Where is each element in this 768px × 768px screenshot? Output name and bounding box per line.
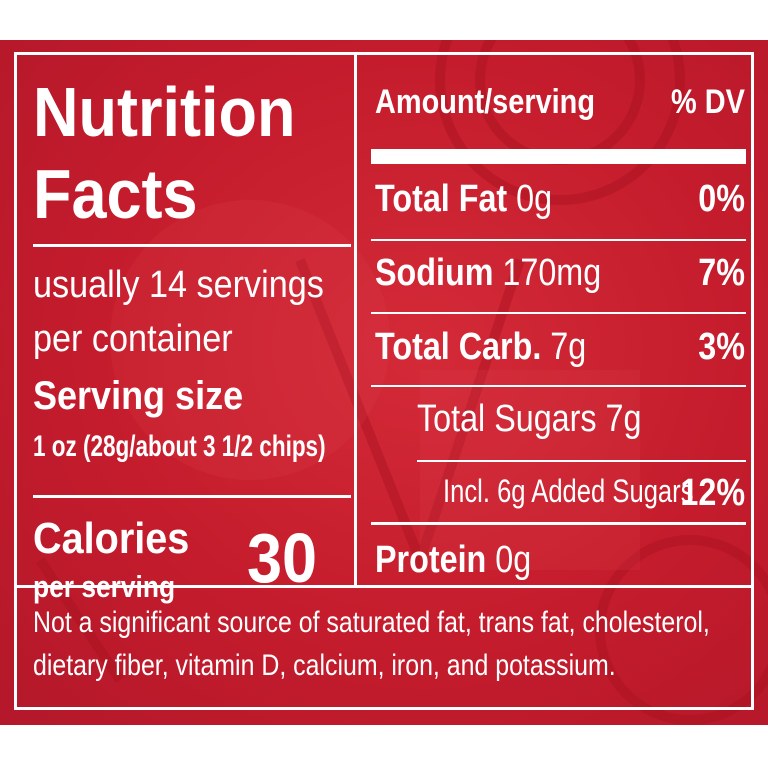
total-fat-row: Total Fat 0g — [375, 178, 553, 220]
title-line-1: Nutrition — [33, 73, 296, 151]
added-sugars-dv: 12% — [680, 472, 745, 514]
calories-value: 30 — [247, 519, 318, 597]
footer-rule — [17, 585, 751, 588]
calories-label: Calories — [33, 514, 190, 563]
column-divider — [354, 55, 357, 585]
total-carb-row: Total Carb. 7g — [375, 326, 587, 368]
nutrition-facts-box: Nutrition Facts usually 14 servings per … — [14, 52, 754, 710]
total-carb-dv: 3% — [698, 326, 745, 368]
row-rule — [417, 460, 746, 462]
row-rule — [371, 385, 746, 387]
footnote-line-1: Not a significant source of saturated fa… — [33, 606, 710, 639]
header-rule — [371, 149, 746, 164]
protein-row: Protein 0g — [375, 539, 532, 581]
amount-per-serving-header: Amount/serving — [375, 83, 595, 121]
serving-size-label: Serving size — [33, 374, 244, 418]
serving-rule — [33, 495, 351, 498]
servings-per-container-1: usually 14 servings — [33, 264, 324, 306]
row-rule — [371, 312, 746, 314]
footnote-line-2: dietary fiber, vitamin D, calcium, iron,… — [33, 649, 616, 682]
sodium-row: Sodium 170mg — [375, 252, 602, 294]
title-rule — [33, 244, 351, 247]
serving-size-value: 1 oz (28g/about 3 1/2 chips) — [33, 430, 326, 463]
row-rule — [371, 522, 746, 525]
percent-dv-header: % DV — [671, 83, 745, 121]
servings-per-container-2: per container — [33, 318, 233, 360]
total-sugars-row: Total Sugars 7g — [417, 398, 642, 440]
title-line-2: Facts — [33, 155, 198, 233]
row-rule — [371, 239, 746, 241]
sodium-dv: 7% — [698, 252, 745, 294]
total-fat-dv: 0% — [698, 178, 745, 220]
added-sugars-row: Incl. 6g Added Sugars — [443, 473, 694, 509]
